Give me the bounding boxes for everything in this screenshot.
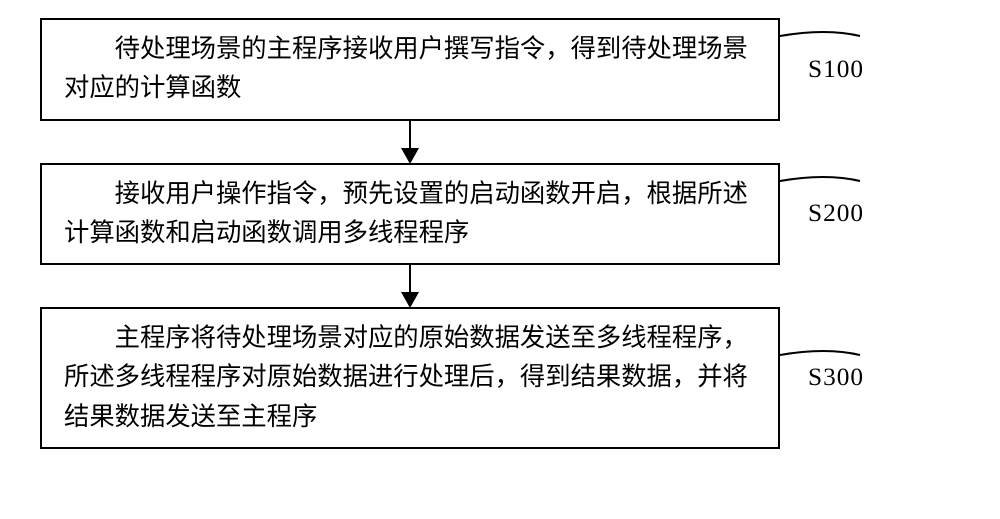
arrow-head-icon (401, 148, 419, 164)
flow-node-s100: 待处理场景的主程序接收用户撰写指令，得到待处理场景对应的计算函数 S100 (40, 18, 960, 121)
arrow-down (40, 121, 780, 163)
step-label: S200 (808, 199, 864, 228)
step-label: S300 (808, 363, 864, 392)
flowchart: 待处理场景的主程序接收用户撰写指令，得到待处理场景对应的计算函数 S100 接收… (40, 18, 960, 449)
step-label: S100 (808, 55, 864, 84)
flow-box: 接收用户操作指令，预先设置的启动函数开启，根据所述计算函数和启动函数调用多线程程… (40, 163, 780, 266)
arrow-down (40, 265, 780, 307)
arrow-head-icon (401, 292, 419, 308)
flow-node-s300: 主程序将待处理场景对应的原始数据发送至多线程程序，所述多线程程序对原始数据进行处… (40, 307, 960, 449)
flow-node-s200: 接收用户操作指令，预先设置的启动函数开启，根据所述计算函数和启动函数调用多线程程… (40, 163, 960, 266)
flow-box: 主程序将待处理场景对应的原始数据发送至多线程程序，所述多线程程序对原始数据进行处… (40, 307, 780, 449)
flow-box: 待处理场景的主程序接收用户撰写指令，得到待处理场景对应的计算函数 (40, 18, 780, 121)
